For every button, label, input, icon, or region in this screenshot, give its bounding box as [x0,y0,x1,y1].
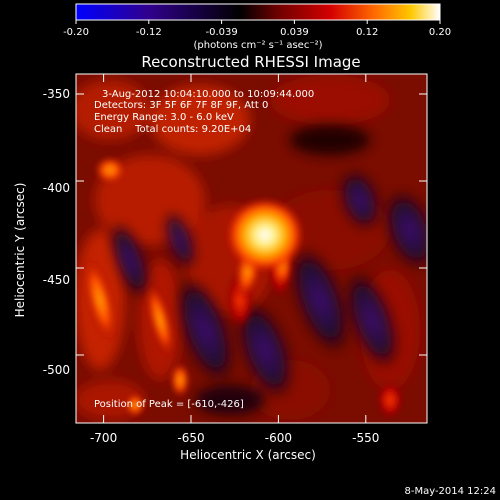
info-line: Detectors: 3F 5F 6F 7F 8F 9F, Att 0 [94,100,268,111]
y-axis-label: Heliocentric Y (arcsec) [13,183,27,318]
colorbar-tick-label: 0.039 [280,27,309,38]
axis-ticks [76,74,427,423]
y-tick-label: -400 [43,181,70,195]
info-line: 3-Aug-2012 10:04:10.000 to 10:09:44.000 [102,89,314,100]
colorbar-tick-label: 0.12 [356,27,378,38]
peak-position: Position of Peak = [-610,-426] [94,399,244,410]
colorbar-tick-label: -0.12 [136,27,162,38]
colorbar-tick-label: 0.20 [429,27,451,38]
colorbar-ticks [75,20,441,24]
flare-peak [225,197,305,273]
y-tick-label: -500 [43,363,70,377]
y-tick-label: -350 [43,87,70,101]
info-line: Energy Range: 3.0 - 6.0 keV [94,112,234,123]
rhessi-image [76,74,427,423]
info-line: Clean Total counts: 9.20E+04 [94,124,251,135]
x-tick-label: -550 [352,431,379,445]
x-tick-label: -600 [265,431,292,445]
colorbar-tick-label: -0.039 [205,27,237,38]
y-tick-label: -450 [43,273,70,287]
colorbar-tick-label: -0.20 [63,27,89,38]
x-tick-label: -650 [177,431,204,445]
x-axis-label: Heliocentric X (arcsec) [180,448,316,462]
footer-date: 8-May-2014 12:24 [404,486,496,497]
x-tick-label: -700 [90,431,117,445]
colorbar-units: (photons cm⁻² s⁻¹ asec⁻²) [193,40,322,51]
plot-title: Reconstructed RHESSI Image [141,53,360,71]
colorbar [75,3,441,21]
